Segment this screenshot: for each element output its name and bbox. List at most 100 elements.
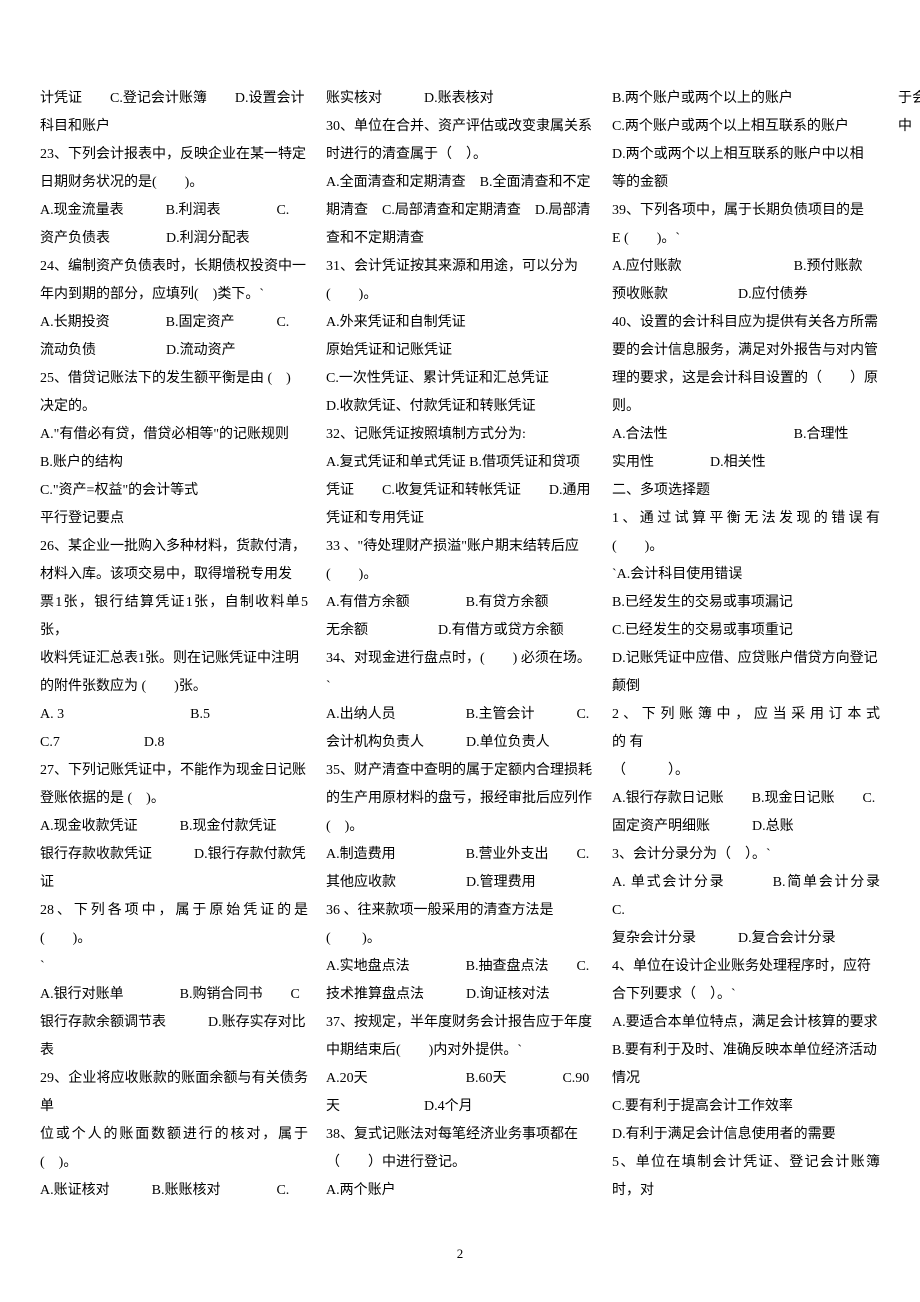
text-line: E ( )。` (612, 225, 880, 253)
text-line: A.现金收款凭证 B.现金付款凭证 (40, 813, 308, 841)
text-line: 情况 (612, 1065, 880, 1093)
text-line: 理的要求，这是会计科目设置的（ ）原 (612, 365, 880, 393)
text-line: 日期财务状况的是( )。 (40, 169, 308, 197)
text-line: 二、多项选择题 (612, 477, 880, 505)
text-line: 31、会计凭证按其来源和用途，可以分为 (326, 253, 594, 281)
text-line: 平行登记要点 (40, 505, 308, 533)
text-line: C.已经发生的交易或事项重记 (612, 617, 880, 645)
text-line: C."资产=权益"的会计等式 (40, 477, 308, 505)
text-line: 凭证 C.收复凭证和转帐凭证 D.通用 (326, 477, 594, 505)
text-line: 的附件张数应为 ( )张。 (40, 673, 308, 701)
text-line: 账实核对 D.账表核对 (326, 85, 594, 113)
text-line: 2 、 下 列 账 簿 中 ， 应 当 采 用 订 本 式 的 有 (612, 701, 880, 757)
text-line: 24、编制资产负债表时，长期债权投资中一 (40, 253, 308, 281)
text-line: 34、对现金进行盘点时，( ) 必须在场。 (326, 645, 594, 673)
text-line: 颠倒 (612, 673, 880, 701)
text-line: D.记账凭证中应借、应贷账户借贷方向登记 (612, 645, 880, 673)
text-line: 复杂会计分录 D.复合会计分录 (612, 925, 880, 953)
text-line: A.两个账户 (326, 1177, 594, 1205)
text-line: 26、某企业一批购入多种材料，货款付清， (40, 533, 308, 561)
text-line: B.账户的结构 (40, 449, 308, 477)
text-line: 39、下列各项中，属于长期负债项目的是 (612, 197, 880, 225)
text-line: A."有借必有贷，借贷必相等"的记账规则 (40, 421, 308, 449)
text-line: 27、下列记账凭证中，不能作为现金日记账 (40, 757, 308, 785)
text-line: 合下列要求（ ）。` (612, 981, 880, 1009)
text-line: 28、下列各项中，属于原始凭证的是( )。 (40, 897, 308, 953)
text-line: B.已经发生的交易或事项漏记 (612, 589, 880, 617)
text-line: 等的金额 (612, 169, 880, 197)
text-line: A.有借方余额 B.有贷方余额 (326, 589, 594, 617)
text-line: A.长期投资 B.固定资产 C. (40, 309, 308, 337)
text-line: 银行存款余额调节表 D.账存实存对比 (40, 1009, 308, 1037)
text-line: A.20天 B.60天 C.90 (326, 1065, 594, 1093)
text-line: 35、财产清查中查明的属于定额内合理损耗 (326, 757, 594, 785)
text-line: 查和不定期清查 (326, 225, 594, 253)
text-line: A.外来凭证和自制凭证 (326, 309, 594, 337)
text-line: 原始凭证和记账凭证 (326, 337, 594, 365)
text-line: `A.会计科目使用错误 (612, 561, 880, 589)
text-line: 固定资产明细账 D.总账 (612, 813, 880, 841)
text-line: 实用性 D.相关性 (612, 449, 880, 477)
text-line: 预收账款 D.应付债券 (612, 281, 880, 309)
text-line: 科目和账户 (40, 113, 308, 141)
text-line: 期清查 C.局部清查和定期清查 D.局部清 (326, 197, 594, 225)
text-line: B.两个账户或两个以上的账户 (612, 85, 880, 113)
text-line: 3、会计分录分为（ ）。` (612, 841, 880, 869)
text-line: ` (40, 953, 308, 981)
text-line: D.有利于满足会计信息使用者的需要 (612, 1121, 880, 1149)
text-line: 32、记账凭证按照填制方式分为: (326, 421, 594, 449)
text-line: 技术推算盘点法 D.询证核对法 (326, 981, 594, 1009)
text-line: A.出纳人员 B.主管会计 C. (326, 701, 594, 729)
text-line: （ ）中进行登记。 (326, 1149, 594, 1177)
text-line: 银行存款收款凭证 D.银行存款付款凭 (40, 841, 308, 869)
text-line: 登账依据的是 ( )。 (40, 785, 308, 813)
text-line: ( )。 (326, 813, 594, 841)
text-line: A.应付账款 B.预付账款 (612, 253, 880, 281)
text-line: 的生产用原材料的盘亏，报经审批后应列作 (326, 785, 594, 813)
text-line: 证 (40, 869, 308, 897)
text-line: 流动负债 D.流动资产 (40, 337, 308, 365)
text-line: 位或个人的账面数额进行的核对，属于 ( )。 (40, 1121, 308, 1177)
text-line: A.复式凭证和单式凭证 B.借项凭证和贷项 (326, 449, 594, 477)
text-line: 收料凭证汇总表1张。则在记账凭证中注明 (40, 645, 308, 673)
text-line: 5、单位在填制会计凭证、登记会计账簿时，对 (612, 1149, 880, 1205)
text-line: 时进行的清查属于（ ）。 (326, 141, 594, 169)
text-line: A.现金流量表 B.利润表 C. (40, 197, 308, 225)
text-line: ( )。 (326, 281, 594, 309)
text-line: ( )。 (326, 561, 594, 589)
text-line: A.银行存款日记账 B.现金日记账 C. (612, 785, 880, 813)
text-line: A. 单式会计分录 B.简单会计分录 C. (612, 869, 880, 925)
text-line: 36 、往来款项一般采用的清查方法是 (326, 897, 594, 925)
text-line: ( )。 (326, 925, 594, 953)
text-line: A.银行对账单 B.购销合同书 C (40, 981, 308, 1009)
text-line: 37、按规定，半年度财务会计报告应于年度 (326, 1009, 594, 1037)
text-line: 决定的。 (40, 393, 308, 421)
text-line: 票1张，银行结算凭证1张，自制收料单5张， (40, 589, 308, 645)
text-line: A.合法性 B.合理性 (612, 421, 880, 449)
text-line: 于会计科目的名称和编号的填列，下列说法中 (898, 85, 920, 141)
text-line: 资产负债表 D.利润分配表 (40, 225, 308, 253)
text-line: C.一次性凭证、累计凭证和汇总凭证 (326, 365, 594, 393)
text-line: A.要适合本单位特点，满足会计核算的要求 (612, 1009, 880, 1037)
text-line: （ ）。 (612, 757, 880, 785)
text-line: B.要有利于及时、准确反映本单位经济活动 (612, 1037, 880, 1065)
text-line: 计凭证 C.登记会计账簿 D.设置会计 (40, 85, 308, 113)
text-line: 年内到期的部分，应填列( )类下。` (40, 281, 308, 309)
document-columns: 计凭证 C.登记会计账簿 D.设置会计 科目和账户 23、下列会计报表中，反映企… (40, 85, 880, 1225)
text-line: D.两个或两个以上相互联系的账户中以相 (612, 141, 880, 169)
text-line: 23、下列会计报表中，反映企业在某一特定 (40, 141, 308, 169)
text-line: 其他应收款 D.管理费用 (326, 869, 594, 897)
text-line: 则。 (612, 393, 880, 421)
text-line: 30、单位在合并、资产评估或改变隶属关系 (326, 113, 594, 141)
text-line: ` (326, 673, 594, 701)
text-line: 会计机构负责人 D.单位负责人 (326, 729, 594, 757)
text-line: 无余额 D.有借方或贷方余额 (326, 617, 594, 645)
text-line: 中期结束后( )内对外提供。` (326, 1037, 594, 1065)
text-line: 29、企业将应收账款的账面余额与有关债务单 (40, 1065, 308, 1121)
text-line: D.收款凭证、付款凭证和转账凭证 (326, 393, 594, 421)
text-line: 材料入库。该项交易中，取得增税专用发 (40, 561, 308, 589)
page-number: 2 (457, 1241, 464, 1267)
text-line: 33 、"待处理财产损溢"账户期末结转后应 (326, 533, 594, 561)
text-line: A.制造费用 B.营业外支出 C. (326, 841, 594, 869)
text-line: 凭证和专用凭证 (326, 505, 594, 533)
